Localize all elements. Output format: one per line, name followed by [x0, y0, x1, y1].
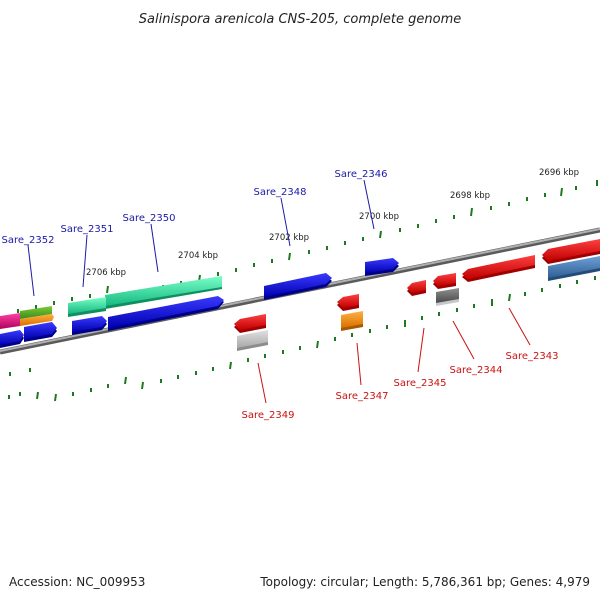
gene-arrow[interactable] — [433, 273, 456, 289]
scale-label: 2696 kbp — [539, 168, 579, 178]
gene-arrow[interactable] — [341, 311, 363, 331]
scale-label: 2702 kbp — [269, 233, 309, 243]
gene-arrow[interactable] — [407, 280, 426, 296]
scale-label: 2700 kbp — [359, 212, 399, 222]
gene-arrow[interactable] — [462, 255, 535, 282]
gene-arrow[interactable] — [237, 330, 268, 351]
inner-scale-ring — [8, 276, 596, 402]
forward-label-lines — [27, 179, 375, 297]
gene-arrow[interactable] — [68, 297, 106, 317]
gene-arrow[interactable] — [72, 316, 107, 335]
accession-text: Accession: NC_009953 — [9, 575, 145, 589]
reverse-label-lines — [257, 307, 531, 404]
gene-label[interactable]: Sare_2348 — [254, 187, 307, 198]
reverse-gene-labels: Sare_2343 Sare_2344 Sare_2345 Sare_2347 … — [242, 351, 559, 421]
gene-label[interactable]: Sare_2347 — [336, 391, 389, 402]
gene-label[interactable]: Sare_2352 — [2, 235, 55, 246]
reverse-genes — [234, 239, 600, 351]
gene-label[interactable]: Sare_2351 — [61, 224, 114, 235]
gene-label[interactable]: Sare_2349 — [242, 410, 295, 421]
gene-arrow[interactable] — [0, 330, 24, 348]
gene-arrow[interactable] — [0, 313, 20, 329]
forward-gene-labels: Sare_2346 Sare_2348 Sare_2350 Sare_2351 … — [2, 169, 388, 246]
gene-label[interactable]: Sare_2343 — [506, 351, 559, 362]
forward-genes — [0, 258, 399, 348]
gene-arrow[interactable] — [337, 294, 359, 311]
gene-arrow[interactable] — [20, 306, 54, 326]
gene-arrow[interactable] — [548, 256, 600, 281]
gene-label[interactable]: Sare_2346 — [335, 169, 388, 180]
gene-label[interactable]: Sare_2350 — [123, 213, 176, 224]
scale-labels: 2696 kbp 2698 kbp 2700 kbp 2702 kbp 2704… — [86, 168, 579, 278]
gene-arrow[interactable] — [234, 314, 266, 333]
topology-text: Topology: circular; Length: 5,786,361 bp… — [259, 575, 590, 589]
scale-label: 2706 kbp — [86, 268, 126, 278]
gene-label[interactable]: Sare_2345 — [394, 378, 447, 389]
map-title: Salinispora arenicola CNS-205, complete … — [139, 12, 461, 27]
gene-arrow[interactable] — [108, 296, 224, 331]
scale-label: 2698 kbp — [450, 191, 490, 201]
scale-label: 2704 kbp — [178, 251, 218, 261]
gene-arrow[interactable] — [436, 288, 459, 306]
gene-arrow[interactable] — [542, 239, 600, 264]
gene-arrow[interactable] — [105, 276, 222, 309]
gene-arrow[interactable] — [264, 273, 332, 300]
gene-label[interactable]: Sare_2344 — [450, 365, 503, 376]
gene-arrow[interactable] — [24, 322, 57, 342]
gene-arrow[interactable] — [365, 258, 399, 276]
